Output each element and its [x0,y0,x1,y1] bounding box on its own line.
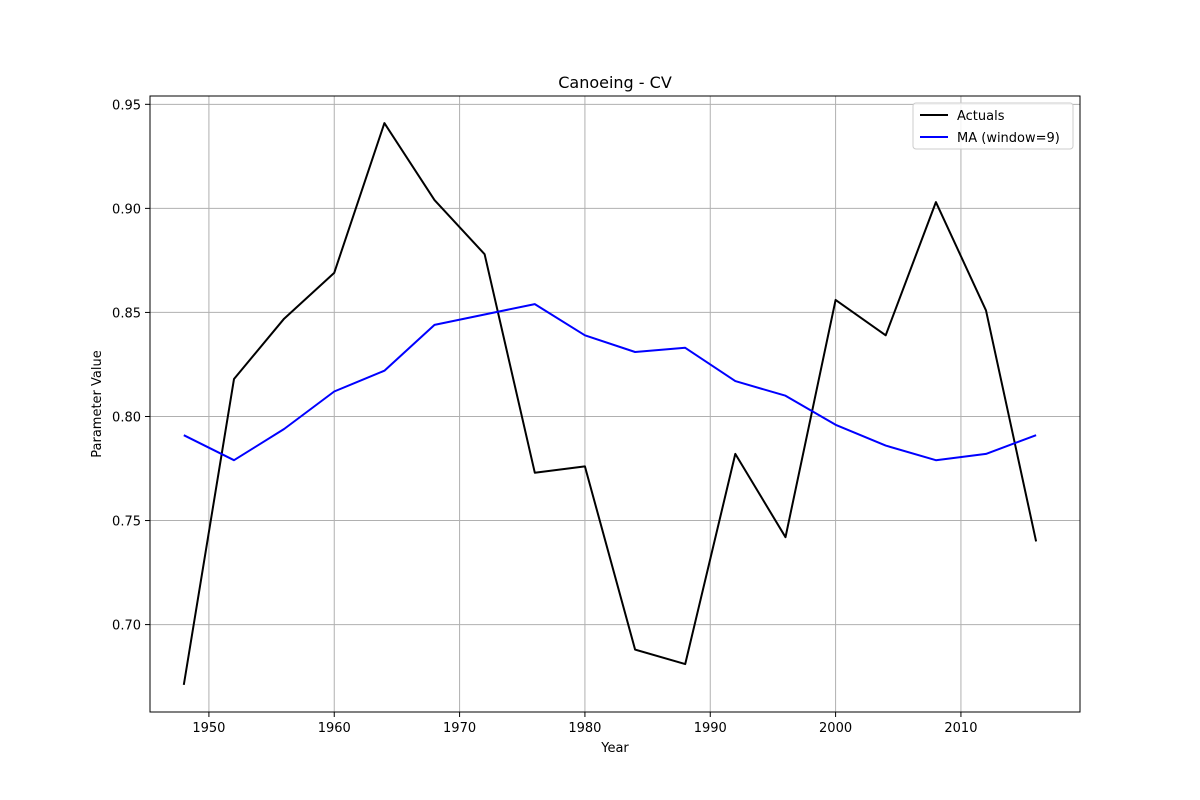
x-tick-label: 2010 [944,721,977,736]
y-tick-label: 0.85 [112,306,141,321]
y-axis-label: Parameter Value [90,350,105,457]
grid-layer [150,96,1080,712]
y-tick-label: 0.95 [112,98,141,113]
x-tick-label: 1960 [318,721,351,736]
y-tick-label: 0.75 [112,515,141,530]
chart-title: Canoeing - CV [558,73,672,92]
x-tick-label: 1950 [192,721,225,736]
series-line-ma [183,303,1037,462]
x-tick-label: 1980 [568,721,601,736]
series-layer [182,122,1038,686]
legend-label-actuals: Actuals [957,109,1005,124]
legend-label-ma: MA (window=9) [957,131,1060,146]
plot-frame [149,95,1081,713]
x-tick-label: 1970 [443,721,476,736]
x-axis-label: Year [600,741,629,756]
y-tick-label: 0.80 [112,410,141,425]
legend: Actuals MA (window=9) [912,102,1074,150]
y-tick-label: 0.90 [112,202,141,217]
x-tick-label: 2000 [819,721,852,736]
legend-box [912,102,1074,150]
series-line-actuals [182,122,1038,686]
y-tick-label: 0.70 [112,619,141,634]
x-tick-label: 1990 [694,721,727,736]
tick-layer: 1950 1960 1970 1980 1990 2000 2010 0.70 0.75 0.80… [112,98,977,736]
